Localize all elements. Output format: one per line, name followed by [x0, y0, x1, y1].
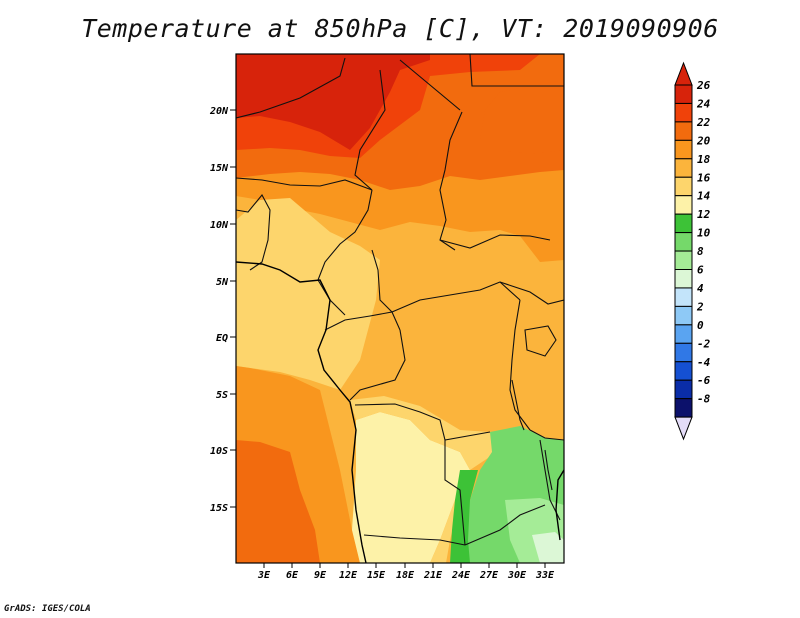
colorbar-swatch: [674, 305, 693, 326]
colorbar-label: -2: [697, 337, 711, 350]
colorbar-label: 16: [697, 171, 711, 184]
colorbar-swatch: [674, 287, 693, 307]
latitude-axis: [230, 109, 236, 508]
lake-victoria: [524, 325, 557, 357]
colorbar-label: 6: [697, 264, 704, 277]
colorbar-label: 18: [697, 153, 711, 166]
border-angola-zambia: [444, 440, 466, 546]
lake-malawi: [544, 449, 553, 491]
border-nigeria-cameroon: [317, 189, 373, 281]
band-sw-22-24: [236, 440, 320, 563]
colorbar-label: 2: [696, 300, 704, 313]
border-nigeria-niger: [236, 177, 373, 191]
colorbar-swatch: [674, 250, 693, 271]
border-libya-chad: [399, 59, 461, 111]
border-ssudan-uganda: [499, 281, 564, 305]
lat-label: 5S: [216, 390, 228, 401]
lat-label: EQ: [216, 333, 228, 344]
colorbar-swatch: [674, 102, 693, 123]
colorbar-label: 14: [697, 190, 711, 203]
colorbar-swatch: [674, 342, 693, 363]
border-cameroon-car: [371, 249, 393, 313]
band-west-16-18: [236, 198, 380, 390]
colorbar-label: 26: [696, 79, 711, 92]
border-tanzania: [529, 429, 564, 441]
lon-label: 33E: [535, 570, 555, 581]
band-south-14-16: [352, 412, 470, 563]
lon-label: 21E: [423, 570, 443, 581]
colorbar-swatch: [674, 84, 693, 104]
colorbar-swatch: [674, 158, 693, 178]
band-se-12-14: [450, 470, 478, 563]
border-congo-gabon: [324, 311, 401, 331]
lat-label: 15N: [210, 163, 229, 174]
border-west-africa: [236, 194, 271, 271]
border-libya-niger: [236, 57, 346, 119]
border-drc-west: [349, 329, 406, 401]
colorbar-label: 8: [697, 245, 704, 258]
colorbar-label: -8: [697, 393, 711, 406]
colorbar-swatch: [674, 232, 693, 252]
colorbar-swatch: [674, 324, 693, 344]
lon-label: 15E: [367, 570, 386, 581]
coastline-west: [236, 261, 367, 563]
latitude-labels: 20N 15N 10N 5N EQ 5S 10S 15S: [209, 106, 229, 514]
lat-label: 5N: [216, 277, 229, 288]
colorbar-swatch: [674, 195, 693, 215]
lon-label: 27E: [479, 570, 499, 581]
colorbar-label: 10: [697, 227, 711, 240]
lat-label: 15S: [210, 503, 228, 514]
colorbar-swatch: [674, 398, 693, 418]
lon-label: 12E: [339, 570, 358, 581]
band-east-22-24: [480, 80, 564, 154]
border-zambia-zim: [464, 504, 546, 546]
colorbar-label: -6: [697, 374, 711, 387]
border-malawi: [539, 439, 561, 521]
border-egypt-sudan: [469, 54, 564, 87]
lon-label: 18E: [396, 570, 415, 581]
lake-tanganyika: [511, 379, 525, 431]
map-frame: [235, 53, 565, 564]
coastline-east: [555, 469, 564, 541]
border-niger-chad: [354, 69, 386, 191]
colorbar-label: -4: [697, 356, 711, 369]
credit-label: GrADS: IGES/COLA: [4, 604, 91, 614]
border-car-drc: [391, 281, 521, 313]
lon-label: 24E: [451, 570, 471, 581]
border-angola-namibia: [363, 534, 466, 546]
lon-label: 3E: [257, 570, 271, 581]
colorbar-top-arrow: [674, 61, 693, 86]
colorbar-label: 24: [696, 97, 711, 110]
longitude-labels: 3E 6E 9E 12E 15E 18E 21E 24E 27E 30E 33E: [257, 570, 555, 581]
colorbar-bottom-arrow: [674, 416, 693, 441]
band-se-6-8: [532, 532, 564, 563]
band-south-16-18: [350, 396, 500, 563]
colorbar-label: 22: [696, 116, 711, 129]
colorbar-swatch: [674, 379, 693, 400]
lon-label: 9E: [314, 570, 327, 581]
lat-label: 20N: [209, 106, 229, 117]
lon-label: 30E: [507, 570, 527, 581]
colorbar-swatch: [674, 213, 693, 234]
lat-label: 10N: [210, 220, 229, 231]
border-sudan-ssudan: [439, 234, 551, 249]
coastline: [236, 261, 564, 563]
colorbar-swatch: [674, 269, 693, 289]
lon-label: 6E: [286, 570, 299, 581]
colorbar-swatch: [674, 121, 693, 141]
border-drc-east: [509, 299, 531, 431]
colorbar-label: 20: [696, 134, 711, 147]
colorbar-swatch: [674, 176, 693, 197]
border-drc-angola: [354, 403, 491, 441]
lat-label: 10S: [210, 446, 228, 457]
colorbar-swatch: [674, 139, 693, 160]
colorbar-label: 0: [697, 319, 704, 332]
colorbar-swatch: [674, 361, 693, 381]
colorbar-label: 12: [697, 208, 711, 221]
colorbar-label: 4: [697, 282, 704, 295]
longitude-axis: [263, 563, 546, 568]
map-title: Temperature at 850hPa [C], VT: 201909090…: [81, 14, 719, 43]
